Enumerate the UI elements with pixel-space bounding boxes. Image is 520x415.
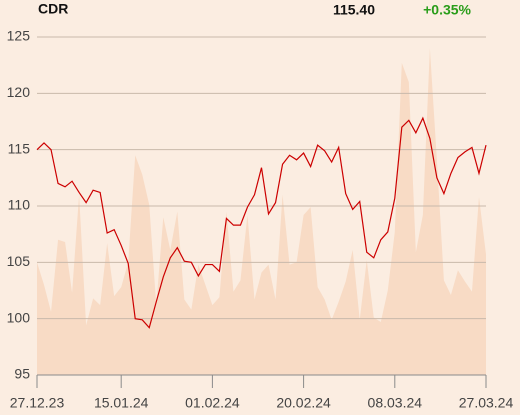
volume-area — [37, 48, 486, 376]
y-tick-label: 120 — [7, 84, 31, 100]
x-tick-label: 15.01.24 — [94, 395, 149, 411]
y-tick-label: 125 — [7, 28, 31, 44]
x-tick-label: 01.02.24 — [185, 395, 240, 411]
last-price: 115.40 — [333, 2, 375, 18]
x-tick-label: 27.12.23 — [10, 395, 65, 411]
chart-title: CDR — [38, 1, 68, 17]
y-tick-label: 115 — [8, 140, 31, 156]
price-line — [36, 116, 487, 329]
y-tick-label: 100 — [7, 309, 31, 325]
y-tick-label: 95 — [14, 366, 30, 382]
y-tick-label: 110 — [8, 197, 31, 213]
x-tick-label: 20.02.24 — [276, 395, 331, 411]
x-tick-label: 08.03.24 — [368, 395, 423, 411]
y-tick-label: 105 — [7, 253, 31, 269]
price-change: +0.35% — [423, 2, 471, 18]
x-tick-label: 27.03.24 — [459, 395, 514, 411]
